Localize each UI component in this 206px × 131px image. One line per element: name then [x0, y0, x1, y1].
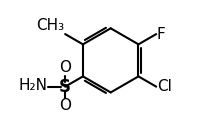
Text: H₂N: H₂N [19, 78, 48, 93]
Text: F: F [157, 27, 166, 42]
Text: S: S [59, 78, 71, 96]
Text: O: O [59, 60, 71, 75]
Text: Cl: Cl [157, 79, 172, 94]
Text: CH₃: CH₃ [36, 18, 64, 33]
Text: O: O [59, 98, 71, 113]
